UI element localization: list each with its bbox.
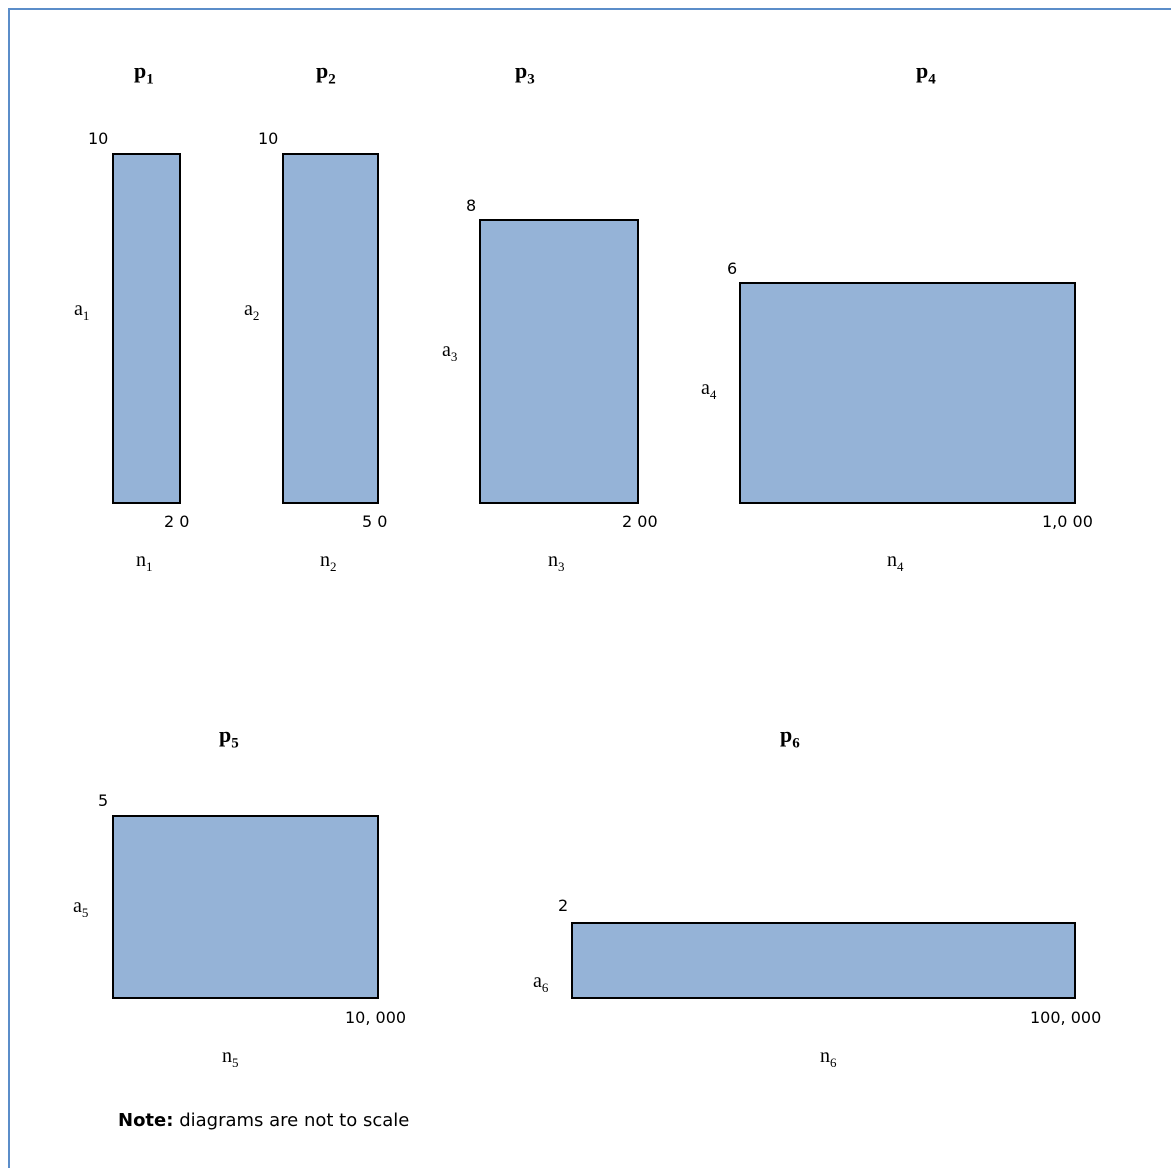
panel-3-rectangle bbox=[479, 219, 639, 504]
panel-6-right-value: 100, 000 bbox=[1030, 1008, 1102, 1027]
panel-1-a-label: a1 bbox=[74, 298, 90, 323]
panel-1-top-value: 10 bbox=[88, 129, 109, 148]
note-text: diagrams are not to scale bbox=[179, 1110, 410, 1131]
panel-4-a-label: a4 bbox=[701, 377, 717, 402]
panel-2-title: p2 bbox=[316, 58, 336, 88]
panel-4-top-value: 6 bbox=[727, 259, 738, 278]
panel-4-right-value: 1,0 00 bbox=[1042, 512, 1093, 531]
panel-5-top-value: 5 bbox=[98, 791, 109, 810]
panel-3-title: p3 bbox=[515, 58, 535, 88]
panel-2-n-label: n2 bbox=[320, 549, 337, 574]
panel-6-a-label: a6 bbox=[533, 970, 549, 995]
panel-2-a-label: a2 bbox=[244, 298, 260, 323]
panel-5-rectangle bbox=[112, 815, 379, 999]
panel-5-a-label: a5 bbox=[73, 895, 89, 920]
panel-1-title: p1 bbox=[134, 58, 154, 88]
panel-6-top-value: 2 bbox=[558, 896, 569, 915]
panel-5-right-value: 10, 000 bbox=[345, 1008, 407, 1027]
panel-1-rectangle bbox=[112, 153, 181, 504]
figure-frame bbox=[8, 8, 1171, 1168]
panel-4-rectangle bbox=[739, 282, 1076, 504]
panel-2-top-value: 10 bbox=[258, 129, 279, 148]
panel-2-rectangle bbox=[282, 153, 379, 504]
panel-1-n-label: n1 bbox=[136, 549, 153, 574]
panel-6-n-label: n6 bbox=[820, 1045, 837, 1070]
panel-3-a-label: a3 bbox=[442, 339, 458, 364]
note-label: Note: bbox=[118, 1110, 174, 1131]
panel-4-n-label: n4 bbox=[887, 549, 904, 574]
panel-3-top-value: 8 bbox=[466, 196, 477, 215]
panel-1-right-value: 2 0 bbox=[164, 512, 190, 531]
panel-3-n-label: n3 bbox=[548, 549, 565, 574]
panel-4-title: p4 bbox=[916, 58, 936, 88]
panel-2-right-value: 5 0 bbox=[362, 512, 388, 531]
note: Note: diagrams are not to scale bbox=[118, 1110, 409, 1131]
panel-6-rectangle bbox=[571, 922, 1076, 999]
panel-5-title: p5 bbox=[219, 722, 239, 752]
panel-6-title: p6 bbox=[780, 722, 800, 752]
panel-5-n-label: n5 bbox=[222, 1045, 239, 1070]
panel-3-right-value: 2 00 bbox=[622, 512, 658, 531]
